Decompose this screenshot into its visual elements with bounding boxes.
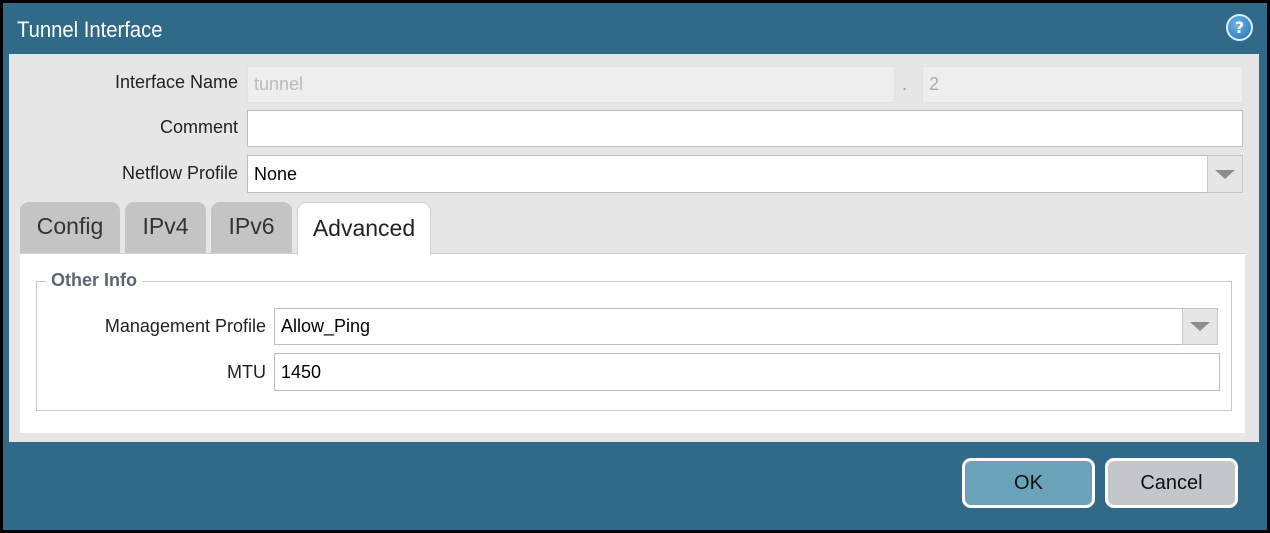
comment-input[interactable] xyxy=(247,110,1243,147)
section-title: Other Info xyxy=(46,270,142,291)
management-profile-select[interactable]: Allow_Ping xyxy=(274,308,1183,345)
interface-suffix-input[interactable]: 2 xyxy=(922,66,1243,103)
tab-ipv6[interactable]: IPv6 xyxy=(211,202,292,253)
netflow-profile-label: Netflow Profile xyxy=(121,163,238,183)
chevron-down-icon xyxy=(1215,169,1235,179)
comment-label: Comment xyxy=(159,117,238,137)
mtu-input[interactable]: 1450 xyxy=(274,353,1220,391)
tab-ipv4[interactable]: IPv4 xyxy=(125,202,206,253)
other-info-section: Other Info Management Profile Allow_Ping… xyxy=(36,270,1232,411)
management-profile-label: Management Profile xyxy=(104,316,266,336)
cancel-button[interactable]: Cancel xyxy=(1105,458,1238,508)
dialog-body: Interface Name tunnel . 2 Comment Netflo… xyxy=(9,54,1259,442)
help-icon[interactable]: ? xyxy=(1226,14,1253,41)
tab-config[interactable]: Config xyxy=(20,202,120,253)
chevron-down-icon xyxy=(1190,322,1210,331)
interface-name-input: tunnel xyxy=(247,66,895,103)
management-profile-dropdown-button[interactable] xyxy=(1182,308,1218,345)
tab-panel-advanced: Other Info Management Profile Allow_Ping… xyxy=(20,253,1245,433)
mtu-label: MTU xyxy=(227,362,266,382)
netflow-dropdown-button[interactable] xyxy=(1207,155,1243,193)
netflow-profile-select[interactable]: None xyxy=(247,155,1208,193)
interface-name-label: Interface Name xyxy=(114,72,238,92)
ok-button[interactable]: OK xyxy=(962,458,1095,508)
dialog-title: Tunnel Interface xyxy=(17,17,163,42)
tunnel-interface-dialog: Tunnel Interface ? Interface Name tunnel… xyxy=(3,3,1267,530)
interface-name-separator: . xyxy=(902,74,908,94)
tab-advanced[interactable]: Advanced xyxy=(297,202,431,255)
